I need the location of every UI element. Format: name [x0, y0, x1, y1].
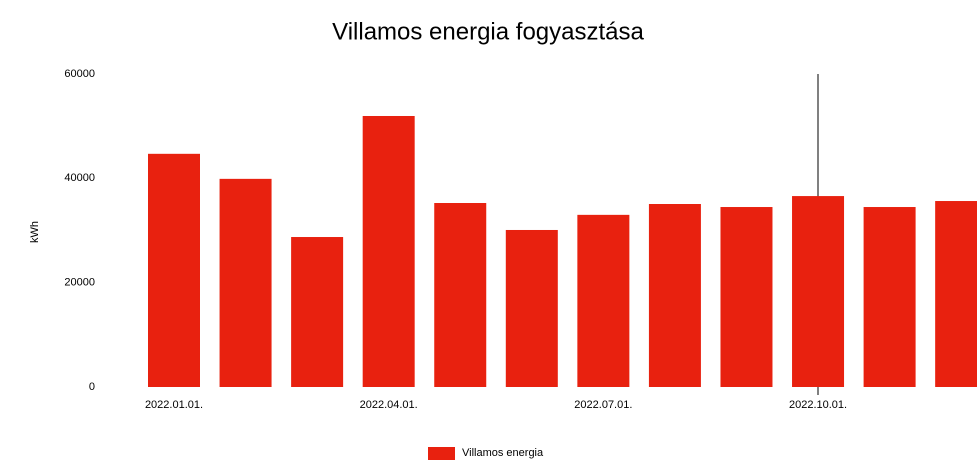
y-tick-label: 60000 — [64, 68, 95, 80]
bar — [792, 196, 845, 387]
chart-title: Villamos energia fogyasztása — [332, 18, 644, 45]
bar — [434, 203, 487, 387]
bar — [935, 201, 977, 387]
x-tick-label: 2022.07.01. — [574, 399, 632, 411]
y-tick-label: 40000 — [64, 172, 95, 184]
bar — [720, 207, 773, 387]
legend-swatch — [428, 447, 455, 460]
y-tick-label: 20000 — [64, 277, 95, 289]
bar — [219, 178, 272, 387]
x-tick-label: 2022.10.01. — [789, 399, 847, 411]
y-tick-label: 0 — [89, 381, 95, 393]
bar — [577, 214, 630, 387]
legend-label: Villamos energia — [462, 447, 544, 459]
bar — [648, 203, 701, 387]
x-tick-label: 2022.01.01. — [145, 399, 203, 411]
bar — [362, 115, 415, 387]
bar — [148, 153, 200, 387]
bar — [291, 237, 344, 387]
bar — [505, 229, 558, 387]
bar — [863, 207, 916, 387]
y-axis-label: kWh — [29, 221, 41, 243]
x-tick-label: 2022.04.01. — [360, 399, 418, 411]
